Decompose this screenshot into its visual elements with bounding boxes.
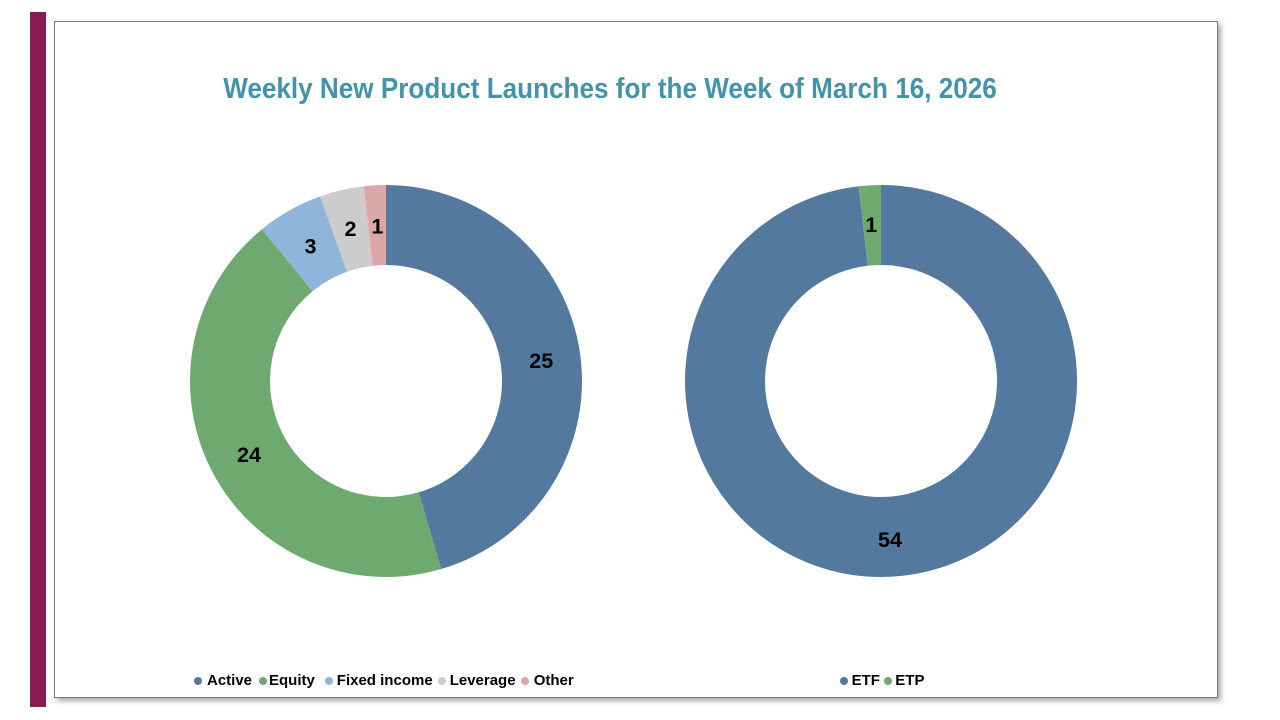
svg-text:2: 2 — [345, 217, 357, 241]
svg-text:3: 3 — [305, 234, 317, 258]
svg-text:25: 25 — [529, 349, 553, 373]
svg-text:1: 1 — [865, 213, 877, 237]
svg-text:24: 24 — [237, 443, 261, 467]
svg-text:1: 1 — [371, 214, 383, 238]
svg-text:54: 54 — [878, 528, 902, 552]
